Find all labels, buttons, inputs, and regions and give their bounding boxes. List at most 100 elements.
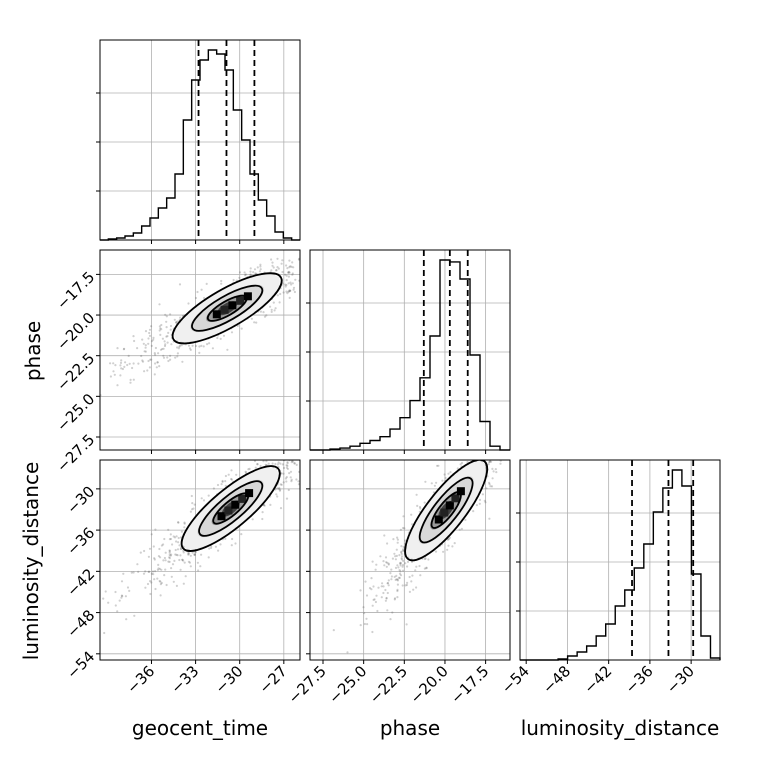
panel-hist-geocent-time (96, 39, 301, 241)
sample-point (151, 570, 155, 573)
sample-point (441, 479, 444, 482)
sample-point (271, 462, 274, 465)
y-tick-label-phase: −20.0 (53, 309, 98, 354)
sample-point (286, 464, 289, 467)
contour-line (404, 460, 489, 562)
sample-point (300, 243, 302, 245)
sample-point (393, 598, 396, 601)
sample-point (398, 569, 401, 572)
sample-point (490, 460, 493, 463)
sample-point (281, 270, 284, 274)
density-pixel (243, 292, 252, 301)
sample-point (278, 486, 281, 490)
sample-point (307, 270, 309, 272)
sample-point (371, 604, 374, 607)
sample-point (169, 358, 172, 361)
sample-point (382, 591, 385, 595)
sample-point (502, 444, 504, 446)
sample-point (308, 436, 310, 438)
sample-point (268, 455, 270, 457)
sample-point (285, 274, 288, 277)
sample-point (276, 266, 279, 269)
sample-point (168, 560, 171, 564)
x-tick-label-phase: −22.5 (366, 662, 411, 707)
sample-point (472, 510, 475, 513)
contour-line (198, 480, 264, 537)
sample-point (170, 553, 173, 556)
sample-point (386, 582, 390, 585)
sample-point (163, 556, 166, 560)
sample-point (396, 536, 399, 539)
sample-point (506, 433, 508, 435)
sample-point (168, 553, 171, 557)
sample-point (483, 499, 486, 502)
sample-point (182, 549, 185, 552)
sample-point (116, 610, 119, 613)
sample-point (294, 452, 296, 454)
sample-point (443, 473, 446, 476)
sample-point (244, 274, 247, 277)
sample-point (275, 493, 278, 496)
sample-point (268, 445, 270, 447)
sample-point (140, 354, 143, 358)
sample-point (293, 462, 296, 465)
sample-point (292, 286, 296, 289)
sample-point (158, 329, 161, 332)
sample-point (219, 337, 222, 340)
sample-point (169, 313, 172, 316)
sample-point (121, 595, 124, 598)
sample-point (224, 484, 227, 487)
sample-point (159, 327, 162, 330)
sample-point (287, 271, 290, 274)
sample-point (400, 552, 403, 556)
sample-point (177, 347, 180, 350)
sample-point (179, 568, 182, 571)
sample-point (147, 337, 150, 340)
sample-point (301, 269, 303, 271)
sample-point (165, 326, 168, 329)
sample-point (310, 260, 312, 262)
sample-point (164, 559, 167, 562)
sample-point (491, 439, 493, 441)
sample-point (170, 567, 173, 570)
sample-point (415, 586, 418, 589)
sample-point (150, 581, 153, 584)
sample-point (148, 334, 152, 337)
sample-point (282, 291, 285, 294)
sample-point (132, 378, 135, 381)
sample-point (387, 584, 390, 587)
sample-point (497, 456, 499, 458)
density-pixel (445, 501, 454, 510)
sample-point (183, 561, 186, 564)
sample-point (162, 559, 165, 562)
sample-point (163, 344, 167, 348)
sample-point (179, 316, 182, 319)
sample-point (176, 352, 179, 355)
sample-point (171, 543, 174, 546)
panel-scatter-geocent-time-phase (99, 243, 312, 451)
sample-point (262, 460, 265, 463)
sample-point (139, 551, 142, 554)
sample-point (133, 614, 136, 617)
sample-point (285, 480, 288, 483)
sample-point (400, 558, 403, 561)
density-pixel (224, 506, 233, 515)
sample-point (396, 588, 399, 592)
sample-point (150, 325, 153, 328)
sample-point (385, 597, 388, 600)
sample-point (182, 551, 185, 554)
sample-point (123, 365, 126, 368)
sample-point (444, 476, 447, 480)
sample-point (482, 455, 484, 457)
sample-point (276, 487, 279, 490)
x-axis-label-geocent-time: geocent_time (132, 716, 268, 740)
sample-point (419, 507, 422, 510)
sample-point (406, 581, 409, 585)
sample-point (363, 622, 366, 626)
sample-point (206, 343, 209, 346)
sample-point (399, 570, 402, 573)
sample-point (487, 463, 490, 466)
sample-point (154, 353, 157, 356)
sample-point (401, 563, 405, 567)
sample-point (202, 345, 205, 348)
